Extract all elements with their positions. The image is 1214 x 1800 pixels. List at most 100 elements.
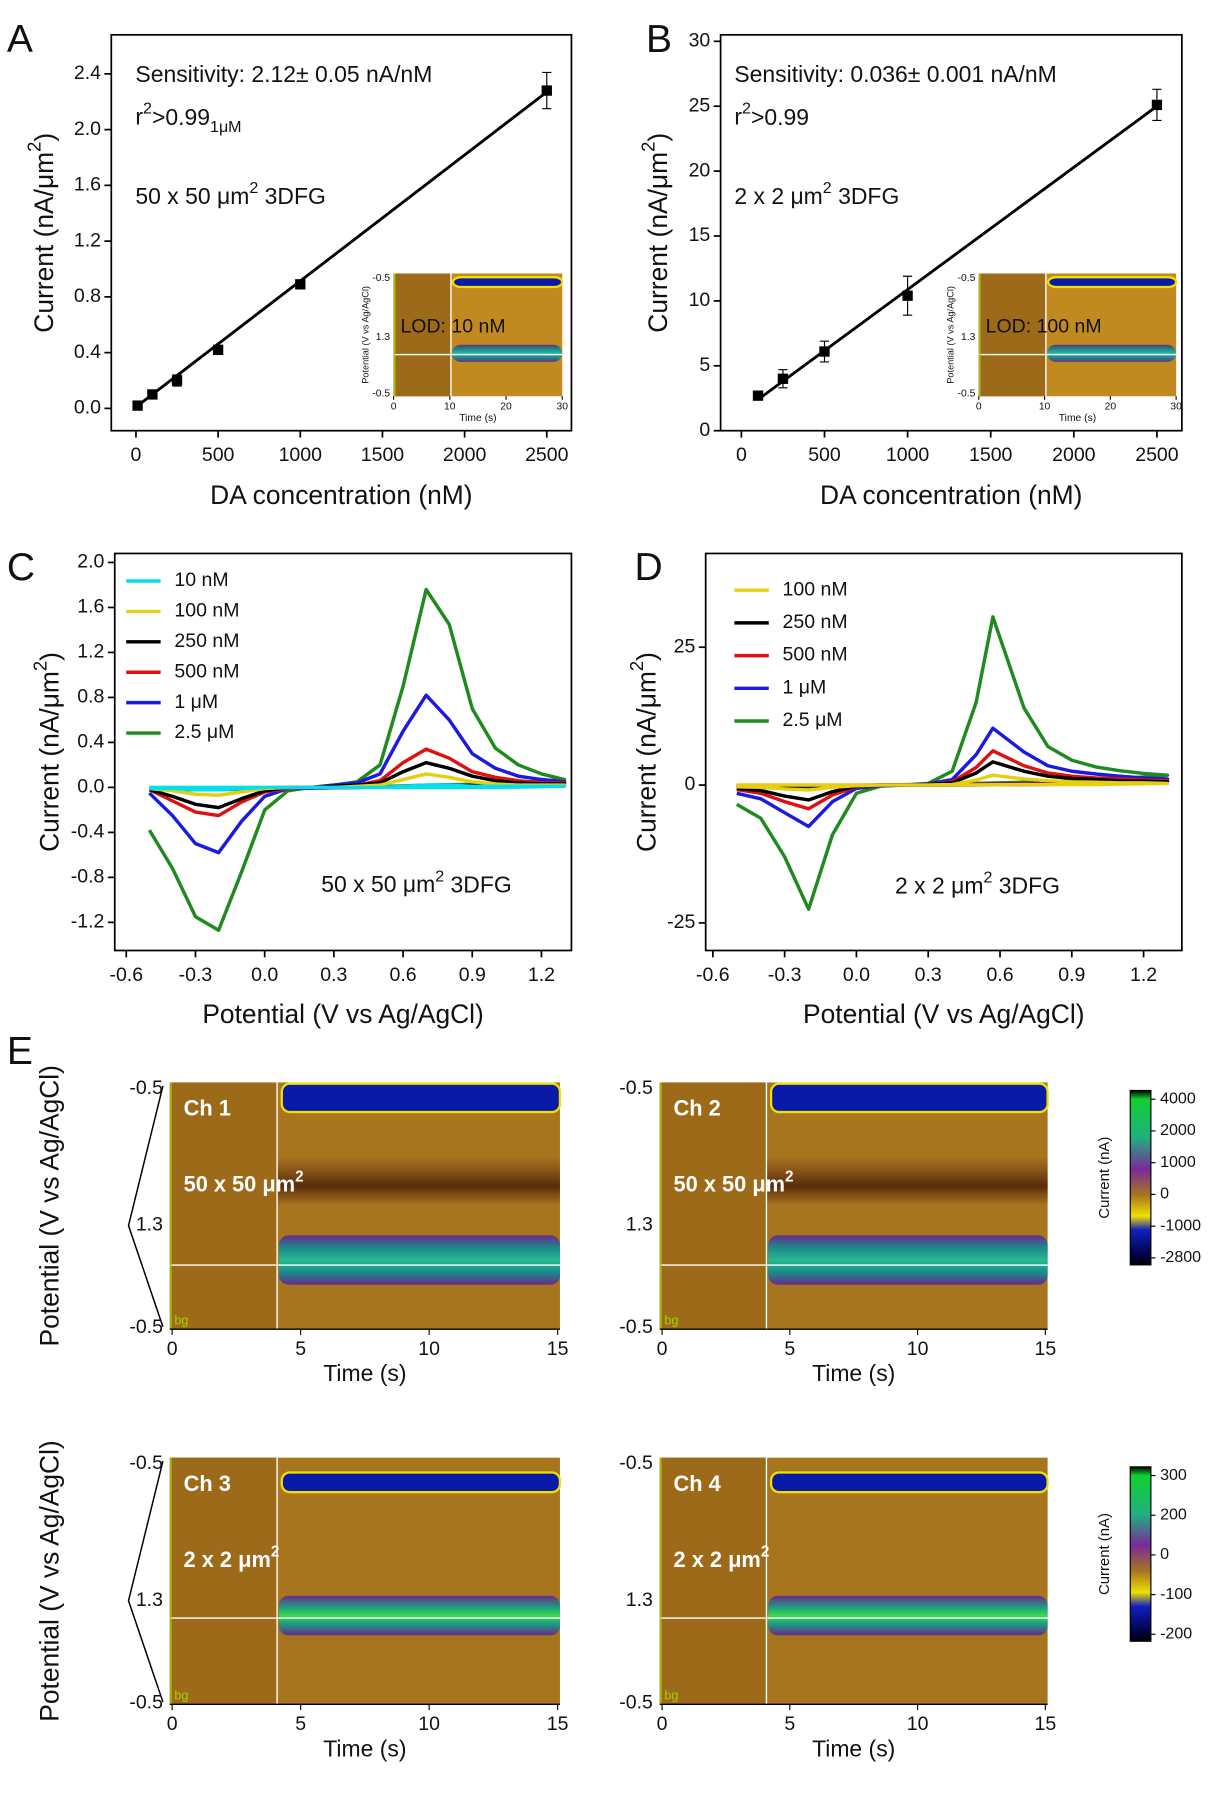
electrode-annotation-part: 3DFG bbox=[444, 872, 512, 898]
y-tick-label: 1.3 bbox=[626, 1589, 653, 1611]
colorbar-tick-label: -200 bbox=[1160, 1625, 1192, 1643]
data-point bbox=[212, 344, 224, 356]
y-axis-label: Potential (V vs Ag/AgCl) bbox=[35, 1065, 65, 1346]
electrode-annotation-part: 2 bbox=[435, 868, 444, 886]
y-axis-label-part: ) bbox=[643, 133, 673, 142]
y-tick-label: 0 bbox=[684, 773, 695, 795]
x-tick-label: 5 bbox=[784, 1338, 795, 1360]
electrode-annotation: 2 x 2 μm2 3DFG bbox=[895, 869, 1060, 899]
x-tick-label: 500 bbox=[202, 444, 235, 466]
y-tick-label: 15 bbox=[689, 224, 711, 246]
x-tick-label: 10 bbox=[907, 1338, 929, 1360]
data-point bbox=[777, 373, 789, 384]
heatmap-background-region bbox=[393, 273, 451, 397]
colorbar-tick-label: -100 bbox=[1160, 1585, 1192, 1603]
colorbar-label: Current (nA) bbox=[1097, 1137, 1113, 1219]
panel-label: B bbox=[646, 18, 672, 61]
y-axis-label-part: Current (nA/μm bbox=[643, 152, 673, 333]
y-tick-label: -0.5 bbox=[129, 1316, 163, 1338]
y-tick-label: 2.4 bbox=[74, 62, 101, 84]
inset-x-label: Time (s) bbox=[1059, 413, 1096, 424]
heatmap-oxidation-band bbox=[768, 1595, 1048, 1636]
electrode-size: 2 x 2 μm2 bbox=[674, 1544, 770, 1572]
y-tick-label: -0.5 bbox=[619, 1452, 653, 1474]
x-tick-label: 15 bbox=[1034, 1713, 1056, 1735]
x-tick-label: -0.3 bbox=[179, 964, 213, 986]
panel-label: E bbox=[7, 1030, 33, 1073]
x-tick-label: 10 bbox=[418, 1338, 440, 1360]
electrode-size: 50 x 50 μm2 bbox=[674, 1168, 794, 1196]
inset-y-tick-label: -0.5 bbox=[958, 389, 976, 400]
y-axis-label-part: ) bbox=[632, 652, 662, 661]
inset-y-label: Potential (V vs Ag/AgCl) bbox=[946, 286, 956, 384]
legend-label: 2.5 μM bbox=[174, 721, 234, 743]
y-tick-label: -0.5 bbox=[619, 1077, 653, 1099]
colorbar-label: Current (nA) bbox=[1097, 1513, 1113, 1595]
x-tick-label: 0 bbox=[657, 1713, 668, 1735]
y-tick-label: 1.2 bbox=[77, 641, 104, 663]
legend-label: 2.5 μM bbox=[783, 709, 843, 731]
inset-x-tick-label: 10 bbox=[444, 401, 456, 412]
background-label: bg bbox=[664, 1313, 678, 1327]
channel-name: Ch 2 bbox=[674, 1096, 721, 1121]
electrode-size-part: 2 x 2 μm bbox=[184, 1547, 271, 1572]
electrode-annotation-part: 3DFG bbox=[258, 183, 326, 209]
heatmap-oxidation-band bbox=[279, 1595, 560, 1636]
colorbar-tick-label: 2000 bbox=[1160, 1121, 1196, 1139]
y-tick-label: 25 bbox=[689, 94, 711, 116]
electrode-annotation-part: 2 x 2 μm bbox=[895, 872, 983, 898]
electrode-size-part: 50 x 50 μm bbox=[184, 1171, 296, 1196]
electrode-size-part: 2 bbox=[295, 1168, 303, 1185]
electrode-size-part: 2 bbox=[761, 1544, 769, 1561]
heatmap-reduction-band bbox=[280, 1082, 562, 1114]
heatmap-oxidation-band bbox=[451, 344, 563, 362]
y-tick-label: 2.0 bbox=[74, 118, 101, 140]
y-axis-label: Current (nA/μm2) bbox=[24, 133, 60, 333]
electrode-annotation-part: 2 bbox=[823, 179, 832, 197]
x-tick-label: 2500 bbox=[525, 444, 569, 466]
x-axis-label: Time (s) bbox=[323, 1360, 406, 1386]
y-axis-label-part: 2 bbox=[29, 661, 50, 671]
heatmap-background-region bbox=[169, 1082, 278, 1330]
y-axis-label-part: 2 bbox=[626, 661, 647, 671]
data-point bbox=[902, 290, 913, 301]
y-tick-label: -0.8 bbox=[71, 866, 105, 888]
r-squared-annotation-part: >0.99 bbox=[751, 104, 809, 130]
inset-x-tick-label: 20 bbox=[1105, 401, 1117, 412]
colorbar-tick-label: -1000 bbox=[1160, 1216, 1201, 1234]
plot-frame bbox=[704, 552, 1183, 952]
r-squared-annotation-part: r bbox=[135, 104, 143, 130]
legend-label: 100 nM bbox=[174, 600, 239, 622]
electrode-size: 50 x 50 μm2 bbox=[184, 1168, 304, 1196]
colorbar bbox=[1129, 1089, 1152, 1266]
r-squared-annotation-part: >0.99 bbox=[152, 104, 210, 130]
x-axis-label: Time (s) bbox=[812, 1360, 895, 1386]
heatmap-dark-band bbox=[277, 1156, 560, 1206]
x-tick-label: 1000 bbox=[279, 444, 323, 466]
y-tick-label: 0.4 bbox=[77, 731, 104, 753]
x-tick-label: 10 bbox=[907, 1713, 929, 1735]
colorbar-tick-label: 1000 bbox=[1160, 1153, 1196, 1171]
x-tick-label: 5 bbox=[295, 1713, 306, 1735]
inset-y-tick-label: 1.3 bbox=[376, 332, 391, 343]
heatmap-oxidation-band bbox=[1046, 344, 1177, 362]
data-point bbox=[752, 390, 764, 401]
x-tick-label: 0 bbox=[167, 1713, 178, 1735]
data-point bbox=[1151, 99, 1163, 111]
legend-label: 10 nM bbox=[174, 569, 228, 591]
y-tick-label: 20 bbox=[689, 159, 711, 181]
y-tick-label: 25 bbox=[674, 635, 696, 657]
background-label: bg bbox=[174, 1313, 188, 1327]
y-tick-label: 0.4 bbox=[74, 341, 101, 363]
inset-label: LOD: 10 nM bbox=[400, 316, 505, 338]
y-axis-label-part: Current (nA/μm bbox=[29, 152, 59, 333]
x-tick-label: 0 bbox=[131, 444, 142, 466]
inset-label: LOD: 100 nM bbox=[986, 316, 1102, 338]
y-tick-label: -25 bbox=[667, 911, 695, 933]
y-tick-label: 1.6 bbox=[77, 596, 104, 618]
electrode-annotation: 50 x 50 μm2 3DFG bbox=[321, 868, 511, 898]
legend-label: 250 nM bbox=[174, 630, 239, 652]
panel-label: C bbox=[7, 546, 35, 589]
y-tick-label: -0.5 bbox=[619, 1691, 653, 1713]
